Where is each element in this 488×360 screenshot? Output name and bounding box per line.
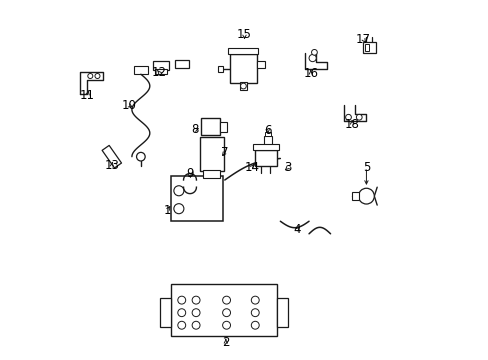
Text: 15: 15: [237, 28, 251, 41]
Text: 7: 7: [221, 145, 228, 158]
Bar: [203, 170, 220, 178]
Bar: [171, 176, 223, 221]
Bar: [160, 298, 171, 327]
Circle shape: [222, 296, 230, 304]
Bar: [362, 42, 376, 53]
Bar: [257, 61, 264, 68]
Text: 9: 9: [185, 167, 193, 180]
Text: 16: 16: [303, 67, 318, 80]
Bar: [220, 122, 226, 132]
Circle shape: [251, 321, 259, 329]
Text: 17: 17: [355, 33, 370, 46]
Circle shape: [192, 309, 200, 317]
Text: 1: 1: [163, 204, 171, 217]
Bar: [153, 60, 169, 69]
Circle shape: [88, 73, 93, 78]
Text: 12: 12: [151, 66, 166, 79]
Circle shape: [136, 152, 145, 161]
Text: 4: 4: [293, 223, 300, 236]
Circle shape: [265, 149, 270, 154]
Bar: [255, 149, 276, 166]
Circle shape: [192, 296, 200, 304]
Text: 6: 6: [264, 124, 271, 137]
Circle shape: [178, 321, 185, 329]
Bar: [229, 54, 257, 83]
Bar: [264, 136, 272, 149]
Circle shape: [251, 309, 259, 317]
Circle shape: [311, 49, 317, 55]
Bar: [171, 284, 276, 336]
Text: 11: 11: [80, 89, 95, 102]
Text: 10: 10: [122, 99, 136, 112]
Bar: [134, 66, 147, 74]
Bar: [364, 44, 368, 50]
Bar: [239, 82, 246, 90]
Bar: [199, 137, 224, 171]
Circle shape: [95, 73, 100, 78]
Text: 2: 2: [222, 336, 229, 348]
Text: 13: 13: [104, 159, 119, 172]
Bar: [276, 298, 287, 327]
Circle shape: [222, 321, 230, 329]
Bar: [265, 132, 270, 136]
Circle shape: [174, 204, 183, 214]
Bar: [228, 48, 258, 54]
Circle shape: [174, 186, 183, 196]
Circle shape: [192, 321, 200, 329]
Circle shape: [345, 114, 351, 120]
Text: 18: 18: [344, 118, 359, 131]
Circle shape: [222, 309, 230, 317]
Circle shape: [178, 309, 185, 317]
Bar: [155, 69, 167, 74]
Text: 3: 3: [283, 161, 291, 174]
Text: 8: 8: [191, 123, 199, 136]
Bar: [201, 118, 220, 135]
Bar: [253, 144, 278, 149]
Circle shape: [356, 114, 362, 120]
Text: 14: 14: [244, 161, 259, 174]
Circle shape: [251, 296, 259, 304]
Circle shape: [358, 188, 373, 204]
Bar: [174, 60, 188, 68]
Circle shape: [178, 296, 185, 304]
Circle shape: [308, 54, 316, 62]
Circle shape: [240, 83, 246, 89]
Bar: [351, 192, 358, 201]
Bar: [218, 66, 223, 72]
Text: 5: 5: [362, 161, 369, 174]
